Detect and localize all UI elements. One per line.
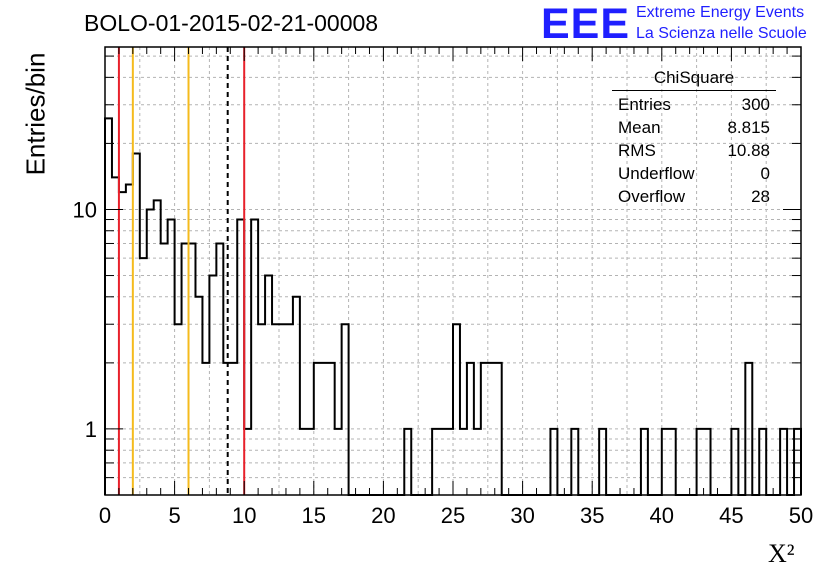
histogram-bin bbox=[731, 429, 738, 495]
histogram-bin bbox=[307, 429, 314, 495]
histogram-bin bbox=[133, 153, 140, 495]
histogram-bin bbox=[641, 429, 648, 495]
y-tick-label: 1 bbox=[85, 417, 97, 442]
stats-box: ChiSquare Entries 300 Mean 8.815 RMS 10.… bbox=[612, 66, 776, 208]
histogram-bin bbox=[140, 258, 147, 495]
histogram-bin bbox=[209, 276, 216, 495]
histogram-bin bbox=[147, 209, 154, 495]
histogram-bin bbox=[216, 243, 223, 495]
histogram-bin bbox=[237, 220, 244, 495]
histogram-bin bbox=[474, 429, 481, 495]
histogram-bin bbox=[244, 429, 251, 495]
stats-title: ChiSquare bbox=[612, 66, 776, 91]
stats-label: Entries bbox=[618, 95, 671, 114]
histogram-bin bbox=[328, 363, 335, 495]
x-tick-label: 30 bbox=[510, 503, 534, 528]
histogram-bin bbox=[571, 429, 578, 495]
x-tick-label: 35 bbox=[580, 503, 604, 528]
x-axis-label: X² bbox=[768, 539, 795, 568]
stats-label: RMS bbox=[618, 141, 656, 160]
logo-line-1: Extreme Energy Events bbox=[636, 4, 805, 21]
histogram-bin bbox=[439, 429, 446, 495]
logo-line-2: La Scienza nelle Scuole bbox=[636, 25, 807, 42]
x-tick-label: 5 bbox=[168, 503, 180, 528]
x-tick-label: 10 bbox=[232, 503, 256, 528]
x-tick-label: 15 bbox=[302, 503, 326, 528]
histogram-bin bbox=[119, 192, 126, 495]
histogram-bin bbox=[453, 324, 460, 495]
histogram-bin bbox=[161, 243, 168, 495]
stats-value: 0 bbox=[760, 164, 770, 183]
stats-value: 300 bbox=[741, 95, 770, 114]
histogram-bin bbox=[488, 363, 495, 495]
histogram-bin bbox=[154, 200, 161, 495]
histogram-bin bbox=[662, 429, 669, 495]
histogram-bin bbox=[342, 324, 349, 495]
histogram-bin bbox=[272, 324, 279, 495]
histogram-bin bbox=[404, 429, 411, 495]
histogram-bin bbox=[189, 243, 196, 495]
histogram-bin bbox=[335, 429, 342, 495]
stats-value: 10.88 bbox=[727, 141, 770, 160]
histogram-bin bbox=[460, 429, 467, 495]
histogram-bin bbox=[258, 324, 265, 495]
histogram-bin bbox=[550, 429, 557, 495]
histogram-bin bbox=[286, 324, 293, 495]
histogram-bin bbox=[321, 363, 328, 495]
histogram-bin bbox=[697, 429, 704, 495]
histogram-bin bbox=[175, 324, 182, 495]
histogram-bin bbox=[279, 324, 286, 495]
histogram-bin bbox=[112, 177, 119, 495]
histogram-bin bbox=[251, 220, 258, 495]
histogram-bin bbox=[599, 429, 606, 495]
histogram-bin bbox=[467, 363, 474, 495]
stats-label: Mean bbox=[618, 118, 661, 137]
stats-label: Underflow bbox=[618, 164, 695, 183]
x-tick-label: 25 bbox=[441, 503, 465, 528]
y-tick-label: 10 bbox=[73, 197, 97, 222]
histogram-bin bbox=[293, 297, 300, 495]
histogram-bin bbox=[704, 429, 711, 495]
stats-row-entries: Entries 300 bbox=[612, 93, 776, 116]
x-tick-label: 40 bbox=[650, 503, 674, 528]
histogram-outline bbox=[104, 117, 802, 496]
stats-row-overflow: Overflow 28 bbox=[612, 185, 776, 208]
histogram-bin bbox=[265, 276, 272, 495]
histogram-bin bbox=[230, 363, 237, 495]
histogram-bin bbox=[759, 429, 766, 495]
stats-row-rms: RMS 10.88 bbox=[612, 139, 776, 162]
histogram-bin bbox=[126, 184, 133, 495]
histogram-bin bbox=[300, 429, 307, 495]
x-tick-label: 20 bbox=[371, 503, 395, 528]
stats-row-underflow: Underflow 0 bbox=[612, 162, 776, 185]
histogram-bin bbox=[195, 297, 202, 495]
histogram-bin bbox=[481, 363, 488, 495]
histogram-bin bbox=[432, 429, 439, 495]
histogram-bin bbox=[202, 363, 209, 495]
stats-value: 28 bbox=[751, 187, 770, 206]
histogram-bin bbox=[669, 429, 676, 495]
x-tick-label: 0 bbox=[99, 503, 111, 528]
histogram-bin bbox=[446, 429, 453, 495]
histogram-bin bbox=[495, 363, 502, 495]
stats-label: Overflow bbox=[618, 187, 686, 206]
x-tick-label: 45 bbox=[719, 503, 743, 528]
histogram-bin bbox=[780, 429, 787, 495]
eee-logo: EEE bbox=[541, 0, 631, 48]
chart-title: BOLO-01-2015-02-21-00008 bbox=[84, 10, 379, 36]
x-tick-label: 50 bbox=[789, 503, 813, 528]
histogram-bin bbox=[745, 363, 752, 495]
histogram-bin bbox=[168, 220, 175, 495]
stats-value: 8.815 bbox=[727, 118, 770, 137]
histogram-bin bbox=[314, 363, 321, 495]
histogram-bin bbox=[182, 243, 189, 495]
stats-row-mean: Mean 8.815 bbox=[612, 116, 776, 139]
